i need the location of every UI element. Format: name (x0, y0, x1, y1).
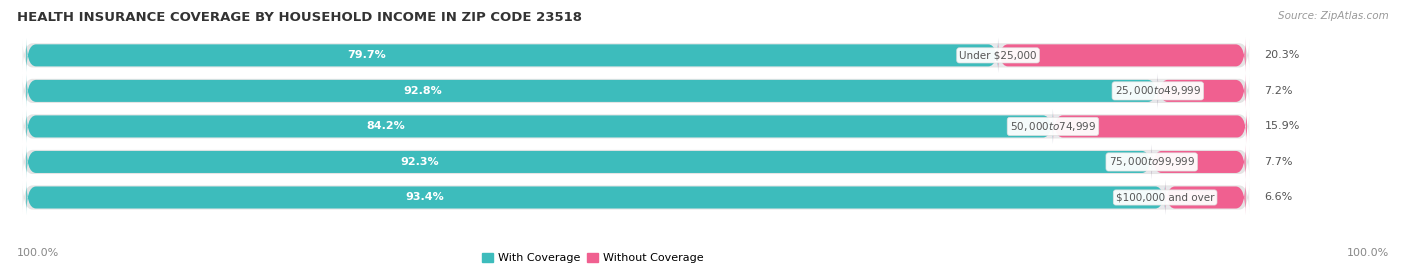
FancyBboxPatch shape (22, 75, 1250, 107)
FancyBboxPatch shape (27, 144, 1152, 179)
FancyBboxPatch shape (998, 38, 1246, 73)
FancyBboxPatch shape (27, 144, 1246, 179)
FancyBboxPatch shape (27, 73, 1246, 108)
Text: $50,000 to $74,999: $50,000 to $74,999 (1010, 120, 1097, 133)
Text: HEALTH INSURANCE COVERAGE BY HOUSEHOLD INCOME IN ZIP CODE 23518: HEALTH INSURANCE COVERAGE BY HOUSEHOLD I… (17, 11, 582, 24)
FancyBboxPatch shape (22, 181, 1250, 214)
Text: $25,000 to $49,999: $25,000 to $49,999 (1115, 84, 1201, 97)
FancyBboxPatch shape (27, 180, 1246, 215)
FancyBboxPatch shape (1166, 180, 1246, 215)
Text: 7.7%: 7.7% (1264, 157, 1292, 167)
Text: 79.7%: 79.7% (347, 50, 385, 60)
Text: 92.8%: 92.8% (404, 86, 441, 96)
Text: Source: ZipAtlas.com: Source: ZipAtlas.com (1278, 11, 1389, 21)
FancyBboxPatch shape (27, 109, 1053, 144)
FancyBboxPatch shape (22, 110, 1250, 143)
Text: 7.2%: 7.2% (1264, 86, 1292, 96)
Text: 92.3%: 92.3% (401, 157, 440, 167)
FancyBboxPatch shape (1152, 144, 1246, 179)
Text: $100,000 and over: $100,000 and over (1116, 193, 1215, 203)
FancyBboxPatch shape (27, 109, 1246, 144)
Text: $75,000 to $99,999: $75,000 to $99,999 (1108, 155, 1195, 168)
Text: 15.9%: 15.9% (1265, 121, 1301, 132)
Text: 100.0%: 100.0% (1347, 248, 1389, 258)
Legend: With Coverage, Without Coverage: With Coverage, Without Coverage (478, 248, 707, 268)
FancyBboxPatch shape (27, 180, 1166, 215)
FancyBboxPatch shape (27, 73, 1157, 108)
FancyBboxPatch shape (1053, 109, 1247, 144)
FancyBboxPatch shape (1157, 73, 1246, 108)
Text: 100.0%: 100.0% (17, 248, 59, 258)
Text: 20.3%: 20.3% (1264, 50, 1299, 60)
Text: 6.6%: 6.6% (1264, 193, 1292, 203)
Text: Under $25,000: Under $25,000 (959, 50, 1036, 60)
FancyBboxPatch shape (22, 146, 1250, 178)
Text: 93.4%: 93.4% (405, 193, 444, 203)
FancyBboxPatch shape (22, 39, 1250, 72)
FancyBboxPatch shape (27, 38, 998, 73)
FancyBboxPatch shape (27, 38, 1246, 73)
Text: 84.2%: 84.2% (366, 121, 405, 132)
